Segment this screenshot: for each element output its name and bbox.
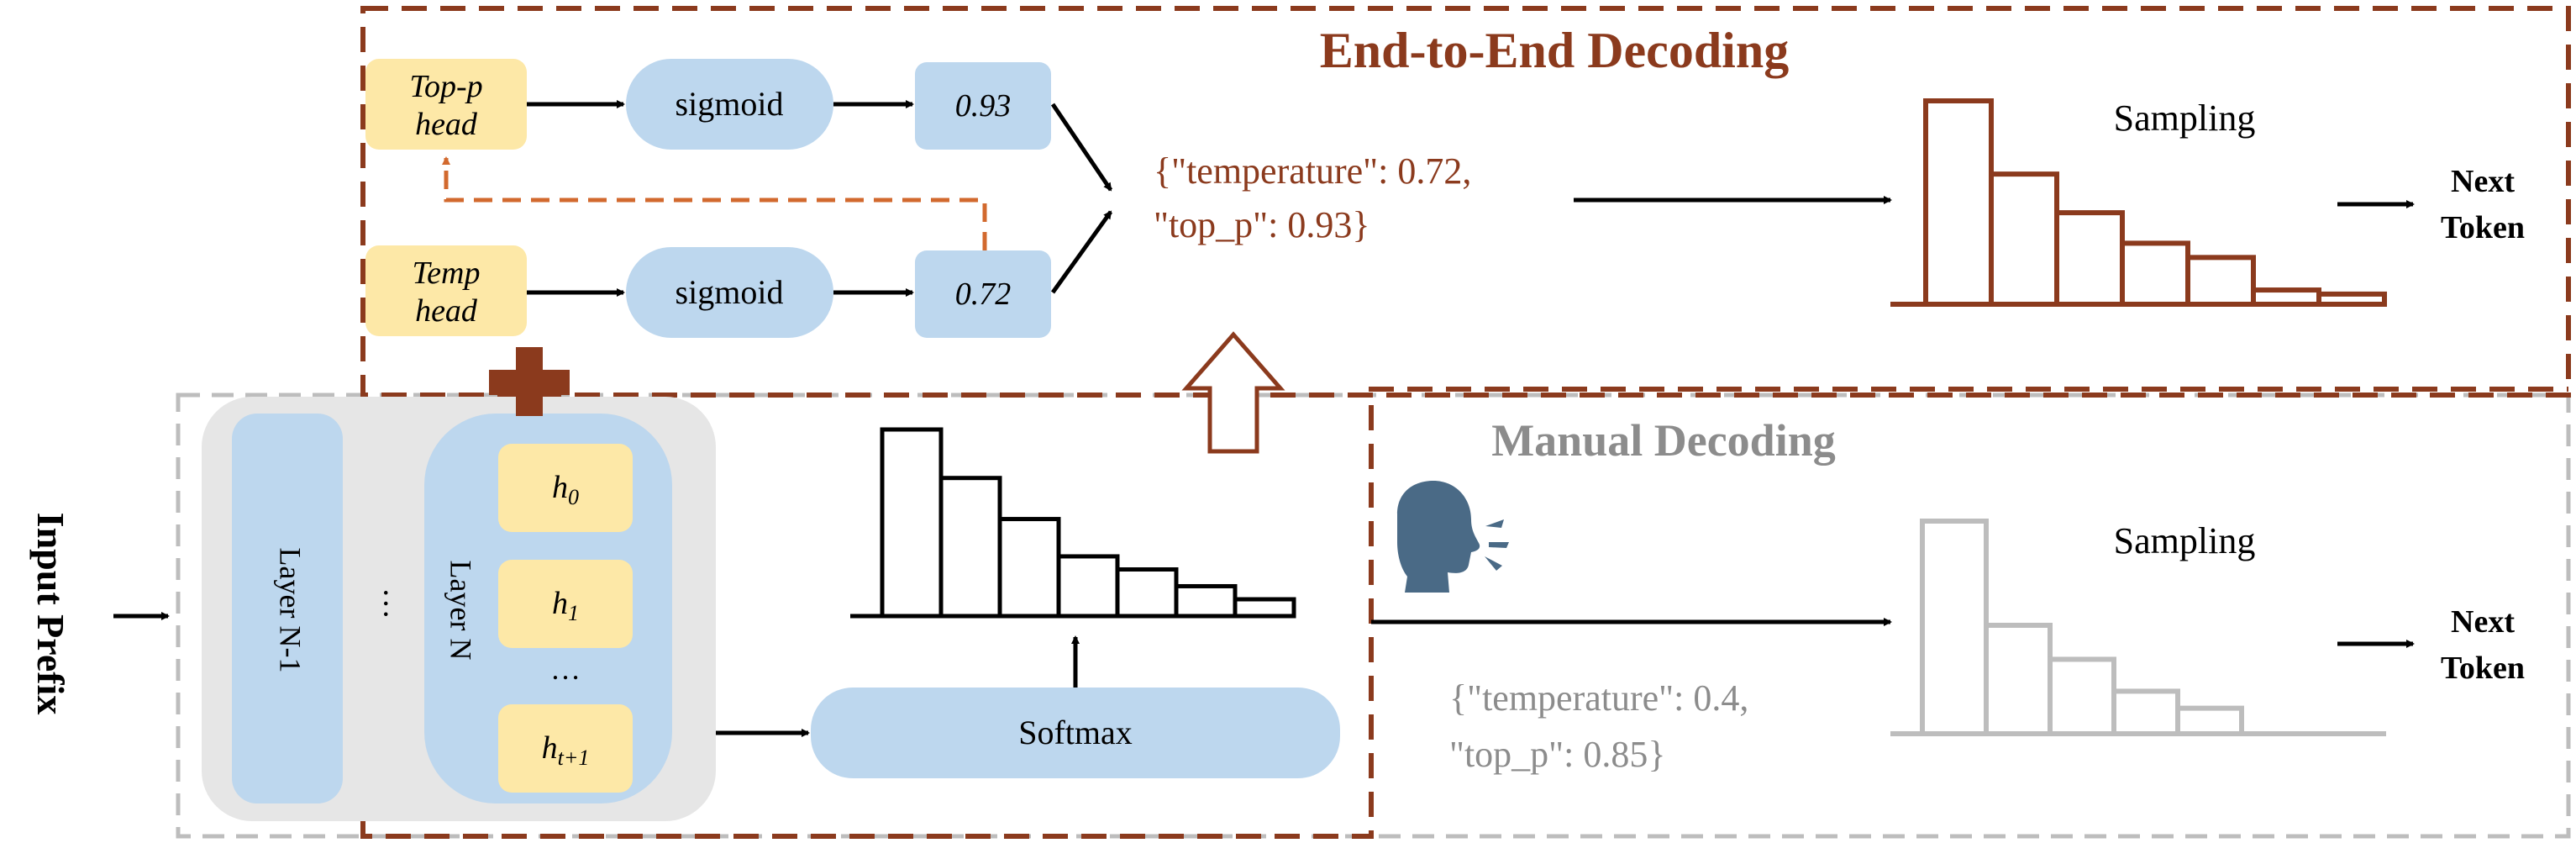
end-to-end-dist-bar-0 — [1923, 98, 1994, 307]
softmax-dist-bar-2 — [997, 517, 1061, 619]
temp-head — [365, 245, 527, 336]
hidden-state-ht1-label: ht+1 — [542, 730, 590, 770]
manual-distribution — [1890, 519, 2386, 737]
softmax-dist-bar-0 — [880, 427, 944, 619]
manual-dist-bar-3 — [2111, 688, 2180, 737]
input-prefix-label: Input Prefix — [29, 513, 72, 715]
temp-value: 0.72 — [955, 277, 1012, 312]
softmax-dist-bar-1 — [938, 476, 1002, 619]
manual-params: {"temperature": 0.4, "top_p": 0.85} — [1449, 677, 1748, 775]
layer-n-minus-1-label: Layer N-1 — [274, 548, 308, 673]
temp-head-label: Temp head — [413, 256, 481, 329]
manual-dist-bar-2 — [2048, 656, 2116, 737]
end-to-end-dist-bar-4 — [2185, 255, 2256, 307]
top-p-value: 0.93 — [955, 88, 1012, 124]
end-to-end-dist-bar-1 — [1989, 171, 2059, 307]
top-p-sigmoid — [626, 59, 833, 150]
top-p-head — [365, 59, 527, 150]
hidden-state-h1-label: h1 — [552, 586, 579, 625]
hidden-state-ht1 — [498, 704, 633, 793]
top-p-merge-arrow — [1050, 103, 1113, 192]
plus-connector-icon — [489, 347, 570, 416]
temp-merge-arrow — [1050, 210, 1113, 294]
softmax-dist-bar-3 — [1056, 554, 1120, 619]
manual-title: Manual Decoding — [1491, 415, 1836, 466]
layer-n-label: Layer N — [444, 561, 478, 661]
hidden-state-ellipsis: … — [550, 652, 581, 686]
softmax-dist-bar-5 — [1174, 583, 1238, 619]
end-to-end-distribution — [1890, 98, 2387, 308]
softmax-label: Softmax — [1018, 714, 1133, 751]
speaking-person-icon — [1397, 481, 1509, 593]
softmax-distribution — [850, 427, 1296, 619]
big-up-arrow — [1181, 331, 1285, 454]
manual-dist-bar-0 — [1920, 519, 1989, 736]
top-p-head-label: Top-p head — [409, 69, 482, 142]
top-p-value-box — [915, 62, 1051, 150]
end-to-end-region — [360, 6, 2571, 398]
hidden-state-h0 — [498, 444, 633, 532]
hidden-state-h0-label: h0 — [552, 470, 579, 509]
end-to-end-title: End-to-End Decoding — [1320, 23, 1789, 78]
manual-sampling-label: Sampling — [2114, 520, 2256, 561]
hidden-state-h1 — [498, 560, 633, 648]
manual-dist-bar-4 — [2175, 705, 2244, 737]
end-to-end-next-token: Next Token — [2441, 164, 2525, 245]
layer-n-minus-1 — [232, 414, 343, 803]
manual-dist-bar-1 — [1984, 622, 2053, 736]
softmax-dist-bar-4 — [1115, 567, 1179, 619]
top-p-sigmoid-label: sigmoid — [676, 85, 784, 123]
end-to-end-sampling-label: Sampling — [2114, 97, 2256, 139]
layer-ellipsis: … — [376, 587, 412, 619]
temp-sigmoid-label: sigmoid — [676, 273, 784, 311]
softmax-dist-bar-6 — [1233, 597, 1296, 619]
temp-value-box — [915, 250, 1051, 338]
end-to-end-dist-bar-2 — [2054, 210, 2125, 308]
softmax-box — [811, 688, 1340, 778]
manual-next-token: Next Token — [2441, 604, 2525, 686]
temp-to-top-p-dashed-arrow — [442, 156, 987, 250]
end-to-end-params: {"temperature": 0.72, "top_p": 0.93} — [1154, 150, 1471, 245]
temp-sigmoid — [626, 247, 833, 338]
end-to-end-dist-bar-3 — [2120, 240, 2190, 307]
manual-model-region — [176, 393, 2571, 839]
